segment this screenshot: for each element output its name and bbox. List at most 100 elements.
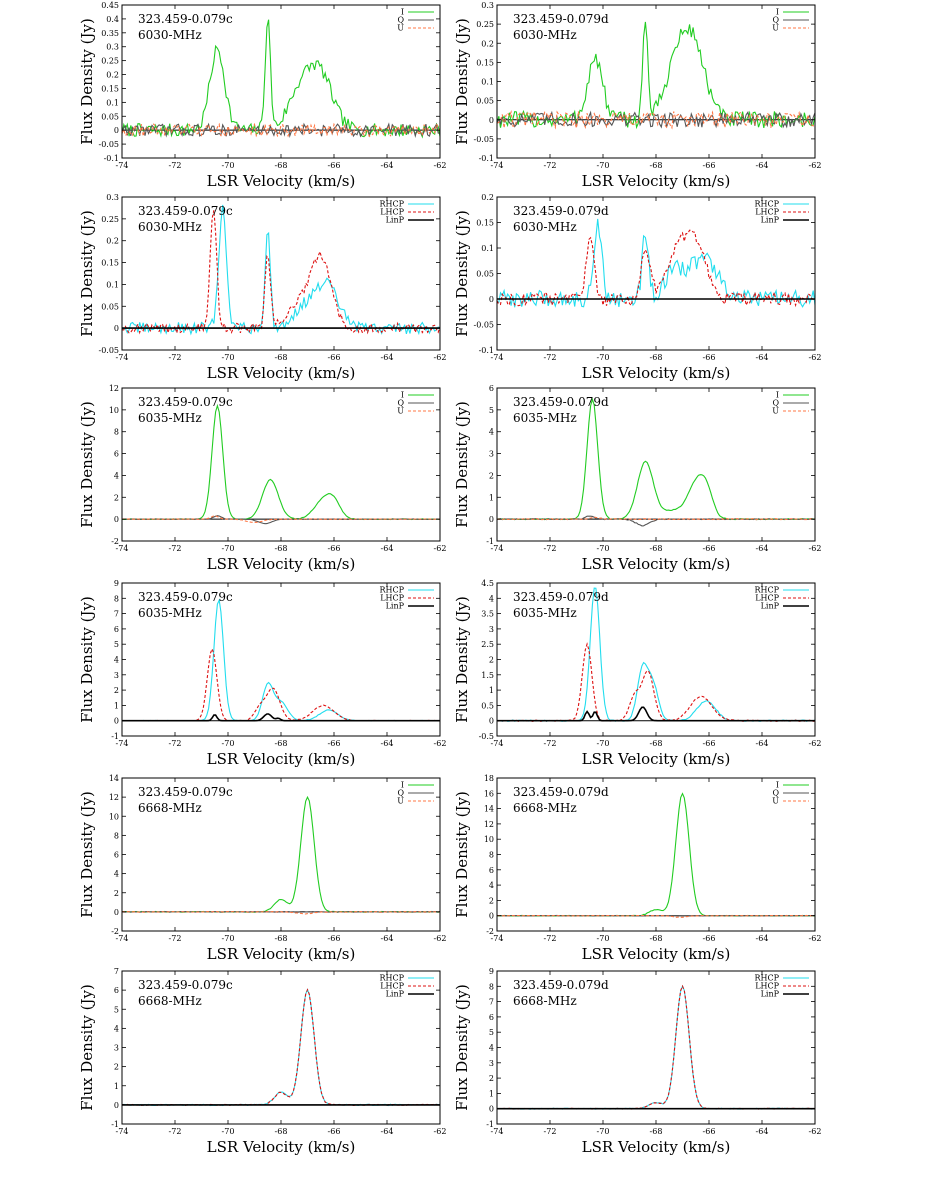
x-tick-label: -72 [169, 934, 182, 943]
y-tick-label: 0 [489, 295, 494, 304]
x-tick-label: -70 [222, 934, 235, 943]
chart-panel-6: -74 -72 -70 -68 -66 -64 -62 -1 0 1 2 3 4 5 6 LSR Veloci… [453, 384, 821, 573]
source-name: 323.459-0.079d [513, 978, 609, 992]
series-linp-line [122, 713, 440, 722]
y-tick-label: 0 [114, 1101, 119, 1110]
x-axis-label: LSR Velocity (km/s) [582, 555, 731, 573]
y-tick-label: -0.1 [479, 346, 494, 355]
x-tick-label: -66 [703, 934, 716, 943]
x-tick-label: -68 [650, 544, 663, 553]
x-tick-label: -66 [703, 1127, 716, 1136]
chart-panel-2: -74 -72 -70 -68 -66 -64 -62 -0.1 -0.05 0 0.05 0.1 0.… [453, 1, 821, 190]
legend-label: I [401, 781, 404, 790]
x-tick-label: -72 [544, 353, 557, 362]
y-tick-label: 3 [114, 671, 119, 680]
x-tick-label: -70 [222, 739, 235, 748]
legend-label: I [776, 781, 779, 790]
x-tick-label: -74 [116, 161, 129, 170]
y-tick-label: 3 [489, 450, 494, 459]
y-tick-label: 0.15 [101, 84, 119, 93]
legend-label: RHCP [754, 586, 779, 595]
source-name: 323.459-0.079d [513, 395, 609, 409]
y-tick-label: 0.1 [481, 244, 494, 253]
legend-label: U [397, 24, 404, 33]
chart-panel-10: -74 -72 -70 -68 -66 -64 -62 -2 0 2 4 6 8 10 12 14 16 18 LS… [453, 774, 821, 963]
series-linp-line [497, 706, 815, 722]
y-tick-label: 4 [489, 428, 494, 437]
y-tick-label: 0.15 [476, 58, 494, 67]
y-tick-label: 0.4 [106, 15, 119, 24]
y-tick-label: -0.05 [473, 135, 494, 144]
legend-label: RHCP [379, 586, 404, 595]
y-tick-label: -1 [111, 1120, 119, 1129]
y-axis-label: Flux Density (Jy) [78, 210, 96, 337]
transition-label: 6030-MHz [513, 220, 577, 234]
y-tick-label: 5 [489, 1028, 494, 1037]
y-tick-label: 6 [489, 1013, 494, 1022]
legend-label: I [776, 8, 779, 17]
transition-label: 6035-MHz [513, 411, 577, 425]
y-tick-label: 6 [114, 986, 119, 995]
y-axis-label: Flux Density (Jy) [78, 596, 96, 723]
x-tick-label: -62 [434, 544, 447, 553]
y-tick-label: 12 [109, 384, 119, 393]
y-tick-label: 0.3 [106, 43, 119, 52]
chart-panel-3: -74 -72 -70 -68 -66 -64 -62 -0.05 0 0.05 0.1 0.15 0.… [78, 193, 446, 382]
x-tick-label: -74 [491, 1127, 504, 1136]
source-name: 323.459-0.079d [513, 785, 609, 799]
x-tick-label: -72 [544, 934, 557, 943]
x-tick-label: -62 [434, 353, 447, 362]
y-tick-label: -0.5 [479, 732, 494, 741]
chart-panel-1: -74 -72 -70 -68 -66 -64 -62 -0.1 -0.05 0 0.05 0.1 0.… [78, 1, 446, 190]
x-tick-label: -66 [328, 161, 341, 170]
legend-label: LHCP [380, 208, 404, 217]
y-tick-label: 2.5 [481, 640, 494, 649]
y-tick-label: 4 [489, 881, 494, 890]
legend-label: Q [397, 399, 404, 408]
x-tick-label: -66 [328, 1127, 341, 1136]
source-name: 323.459-0.079d [513, 590, 609, 604]
y-tick-label: 1 [489, 1089, 494, 1098]
y-tick-label: -1 [486, 537, 494, 546]
x-tick-label: -66 [328, 544, 341, 553]
y-tick-label: 0 [114, 515, 119, 524]
transition-label: 6668-MHz [138, 994, 202, 1008]
source-name: 323.459-0.079c [138, 395, 233, 409]
y-tick-label: 1 [114, 1082, 119, 1091]
y-tick-label: 0 [489, 717, 494, 726]
x-axis-label: LSR Velocity (km/s) [207, 555, 356, 573]
x-tick-label: -64 [756, 739, 769, 748]
legend-label: LHCP [380, 982, 404, 991]
x-tick-label: -70 [597, 353, 610, 362]
series-u-line [122, 515, 440, 523]
y-tick-label: 0 [114, 126, 119, 135]
y-tick-label: 4 [114, 471, 119, 480]
y-tick-label: 0.35 [101, 29, 119, 38]
y-tick-label: 2 [489, 896, 494, 905]
x-tick-label: -68 [275, 1127, 288, 1136]
transition-label: 6668-MHz [513, 994, 577, 1008]
x-tick-label: -64 [381, 934, 394, 943]
x-axis-label: LSR Velocity (km/s) [582, 172, 731, 190]
x-tick-label: -70 [597, 1127, 610, 1136]
y-tick-label: 8 [489, 851, 494, 860]
y-tick-label: 0.45 [101, 1, 119, 10]
x-axis-label: LSR Velocity (km/s) [582, 1138, 731, 1156]
x-axis-label: LSR Velocity (km/s) [207, 750, 356, 768]
y-tick-label: 0.15 [101, 259, 119, 268]
x-tick-label: -74 [116, 1127, 129, 1136]
y-tick-label: 1 [114, 701, 119, 710]
y-tick-label: 0.2 [106, 71, 119, 80]
x-tick-label: -64 [381, 739, 394, 748]
y-tick-label: 6 [489, 384, 494, 393]
x-tick-label: -74 [491, 934, 504, 943]
y-tick-label: 2 [489, 1074, 494, 1083]
legend-label: LinP [761, 602, 780, 611]
x-tick-label: -64 [756, 934, 769, 943]
x-tick-label: -72 [169, 544, 182, 553]
x-tick-label: -62 [434, 1127, 447, 1136]
y-tick-label: 0.2 [481, 39, 494, 48]
y-tick-label: 0 [489, 116, 494, 125]
y-tick-label: 6 [489, 866, 494, 875]
transition-label: 6030-MHz [138, 220, 202, 234]
